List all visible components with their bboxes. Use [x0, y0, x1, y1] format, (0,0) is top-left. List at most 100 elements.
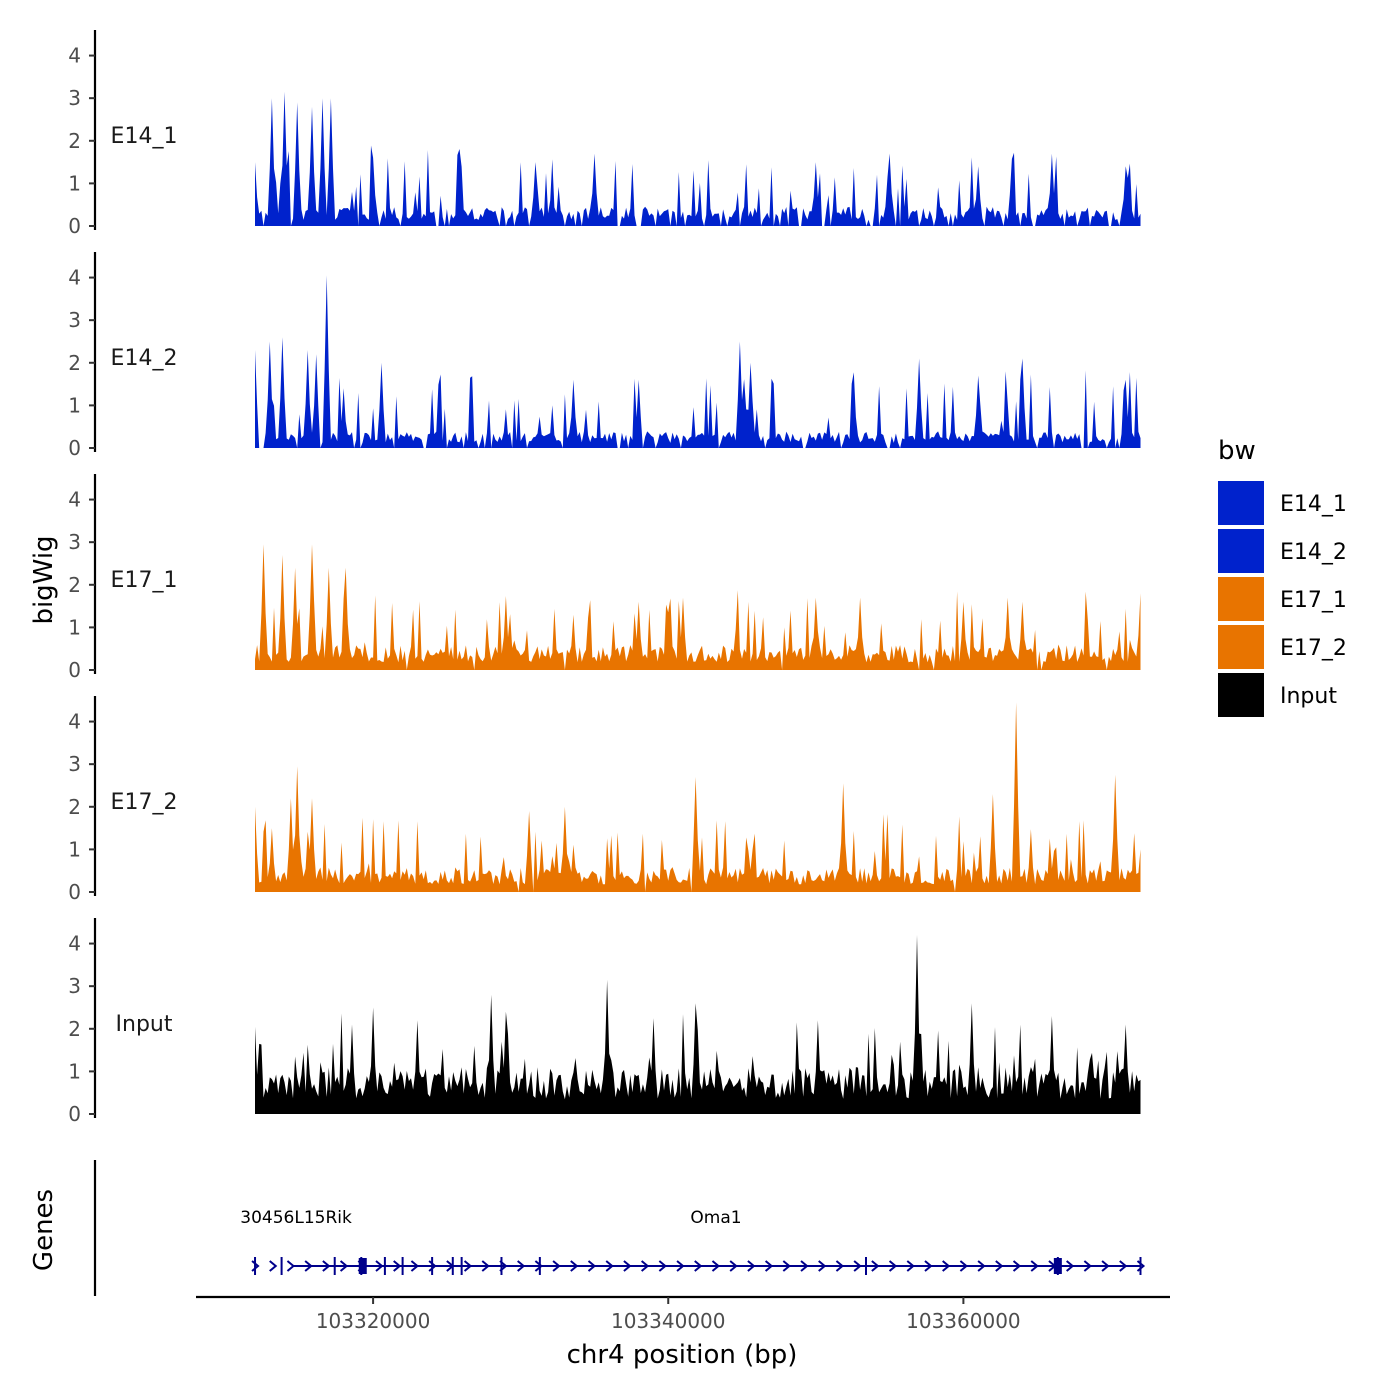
strand-arrow: [1012, 1260, 1022, 1272]
legend-swatch-input: [1218, 673, 1264, 717]
track-label: E17_2: [111, 790, 178, 815]
strand-arrow: [339, 1260, 349, 1272]
strand-arrow: [534, 1260, 543, 1272]
strand-arrow: [853, 1260, 862, 1272]
legend: bw E14_1 E14_2 E17_1 E17_2 Input: [1218, 436, 1347, 717]
legend-label: E17_2: [1280, 636, 1347, 661]
signal-area-e17-1: [255, 544, 1141, 670]
strand-arrow: [375, 1260, 384, 1272]
y-axis-title: bigWig: [29, 535, 59, 624]
y-tick-label: 2: [68, 351, 81, 375]
legend-label: E14_1: [1280, 492, 1347, 517]
strand-arrow: [959, 1260, 968, 1272]
signal-area-e14-2: [255, 275, 1141, 448]
track-label: E17_1: [111, 568, 178, 593]
y-tick-label: 2: [68, 795, 81, 819]
y-tick-label: 4: [68, 44, 81, 68]
strand-arrow: [871, 1260, 880, 1272]
strand-arrow: [1030, 1260, 1039, 1272]
strand-arrow: [729, 1260, 738, 1272]
y-tick-label: 0: [68, 214, 81, 238]
track-e17-2: 0 1 2 3 4 E17_2: [68, 696, 1141, 904]
strand-arrow: [818, 1260, 827, 1272]
y-tick-label: 4: [68, 932, 81, 956]
y-tick-label: 4: [68, 710, 81, 734]
y-tick-label: 3: [68, 308, 81, 332]
strand-arrow: [251, 1260, 260, 1272]
strand-arrow: [942, 1260, 951, 1272]
y-tick-label: 2: [68, 129, 81, 153]
y-tick-label: 4: [68, 266, 81, 290]
legend-swatch-e14-1: [1218, 481, 1264, 525]
x-tick-label: 103340000: [611, 1309, 726, 1333]
strand-arrow: [1066, 1260, 1075, 1272]
y-tick-label: 0: [68, 1102, 81, 1126]
exon-block: [358, 1258, 367, 1274]
strand-arrow: [924, 1260, 933, 1272]
y-tick-label: 1: [68, 615, 81, 639]
strand-arrow: [888, 1260, 898, 1272]
track-label: E14_1: [111, 124, 178, 149]
legend-label: E17_1: [1280, 588, 1347, 613]
x-tick-label: 103320000: [316, 1309, 431, 1333]
strand-arrow: [623, 1260, 632, 1272]
y-tick-label: 3: [68, 86, 81, 110]
strand-arrow: [286, 1260, 296, 1272]
strand-arrow: [782, 1260, 791, 1272]
exon-block: [1053, 1258, 1062, 1274]
strand-arrow: [322, 1260, 331, 1272]
track-input: 0 1 2 3 4 Input: [68, 918, 1141, 1126]
strand-arrow: [463, 1260, 473, 1272]
strand-arrow: [481, 1260, 490, 1272]
strand-arrow: [995, 1260, 1004, 1272]
legend-label: Input: [1280, 684, 1337, 709]
track-e17-1: 0 1 2 3 4 E17_1: [68, 474, 1141, 682]
legend-swatch-e14-2: [1218, 529, 1264, 573]
strand-arrow: [1101, 1260, 1110, 1272]
y-tick-label: 3: [68, 974, 81, 998]
strand-arrow: [658, 1260, 667, 1272]
y-tick-label: 1: [68, 171, 81, 195]
y-tick-label: 4: [68, 488, 81, 512]
strand-arrow: [570, 1260, 579, 1272]
strand-arrow: [605, 1260, 614, 1272]
strand-arrow: [640, 1260, 650, 1272]
y-tick-label: 0: [68, 436, 81, 460]
signal-area-e14-1: [255, 91, 1141, 226]
y-tick-label: 2: [68, 1017, 81, 1041]
strand-arrow: [304, 1260, 313, 1272]
strand-arrow: [1136, 1260, 1146, 1272]
y-tick-label: 2: [68, 573, 81, 597]
strand-arrow: [393, 1260, 402, 1272]
y-tick-label: 0: [68, 658, 81, 682]
strand-arrow: [800, 1260, 809, 1272]
legend-label: E14_2: [1280, 540, 1347, 565]
strand-arrow: [977, 1260, 986, 1272]
strand-arrow: [1119, 1260, 1128, 1272]
strand-arrow: [676, 1260, 685, 1272]
x-axis: 103320000 103340000 103360000: [196, 1295, 1170, 1333]
y-tick-label: 3: [68, 752, 81, 776]
strand-arrow: [517, 1260, 526, 1272]
track-label: E14_2: [111, 346, 178, 371]
signal-area-input: [255, 935, 1141, 1114]
legend-swatch-e17-2: [1218, 625, 1264, 669]
strand-arrow: [747, 1260, 756, 1272]
signal-tracks: 0 1 2 3 4 E14_1 0 1 2 3 4 E14_2 0 1 2 3 4 E17_1 0 1 2 3 4 E17_2…: [68, 30, 1141, 1126]
legend-title: bw: [1218, 436, 1256, 466]
legend-swatch-e17-1: [1218, 577, 1264, 621]
track-e14-1: 0 1 2 3 4 E14_1: [68, 30, 1141, 238]
y-tick-label: 3: [68, 530, 81, 554]
genes-axis-title: Genes: [29, 1189, 59, 1271]
strand-arrow: [835, 1260, 844, 1272]
strand-arrow: [552, 1260, 561, 1272]
strand-arrow: [906, 1260, 915, 1272]
track-e14-2: 0 1 2 3 4 E14_2: [68, 252, 1141, 460]
x-tick-label: 103360000: [906, 1309, 1021, 1333]
strand-arrow: [410, 1260, 419, 1272]
y-tick-label: 1: [68, 1059, 81, 1083]
y-tick-label: 1: [68, 837, 81, 861]
gene-track: 30456L15Rik Oma1: [93, 1160, 1146, 1296]
y-tick-label: 1: [68, 393, 81, 417]
